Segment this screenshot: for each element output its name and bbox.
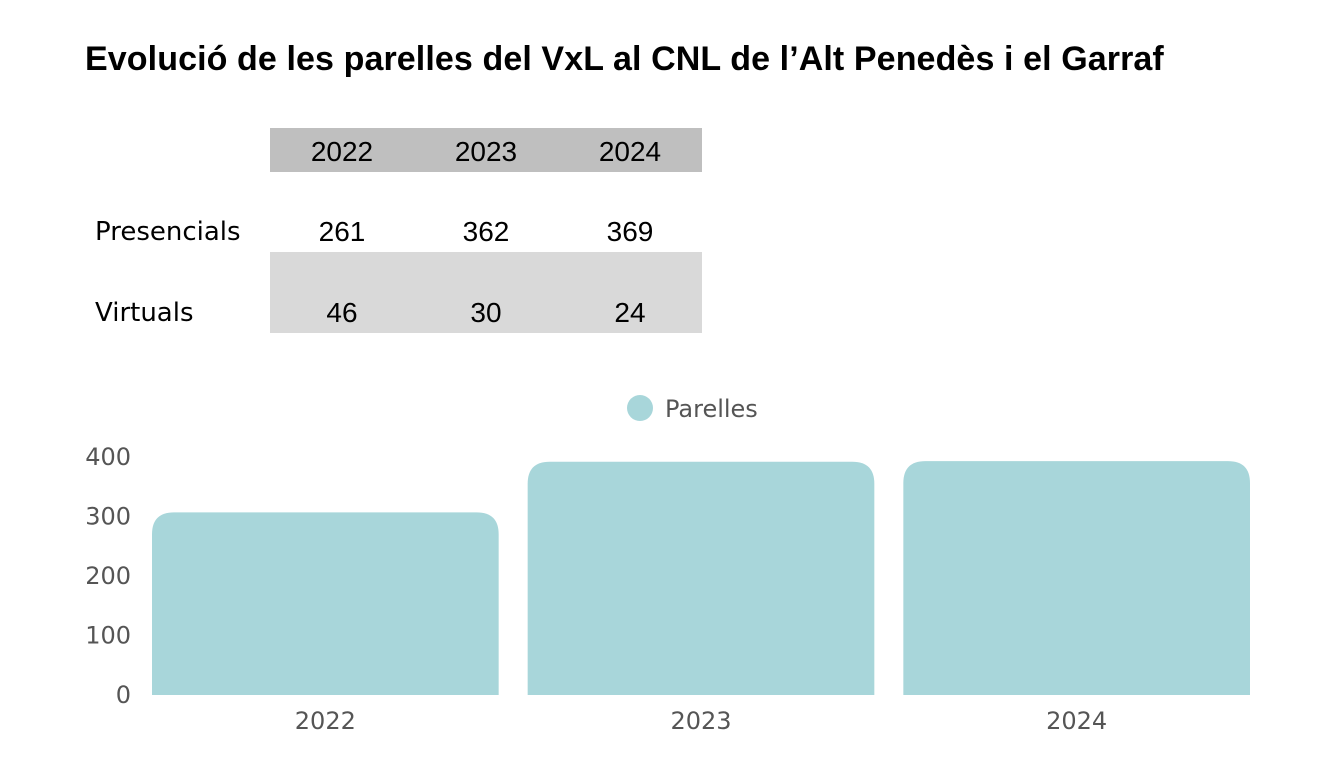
table-header-2022: 2022 [310,136,374,167]
table-cell: 30 [470,297,502,328]
y-tick-label: 200 [85,562,131,590]
x-axis: 2022 2023 2024 [295,707,1107,735]
bar-chart: Parelles 0 100 200 300 400 2022 2023 2024 [85,395,1250,735]
y-tick-label: 400 [85,443,131,471]
table-cell: 46 [326,297,358,328]
x-tick-label: 2023 [670,707,731,735]
table-cell: 24 [614,297,646,328]
table-cell: 369 [606,216,654,247]
table-header-background [270,128,702,172]
table-header-2023: 2023 [454,136,518,167]
table-cell: 362 [462,216,510,247]
y-axis: 0 100 200 300 400 [85,443,131,709]
chart-title: Evolució de les parelles del VxL al CNL … [85,40,1164,78]
y-tick-label: 300 [85,503,131,531]
bar-2022 [152,512,499,695]
bar-2024 [903,461,1250,695]
table-cell: 261 [318,216,366,247]
row-label-presencials: Presencials [95,217,241,247]
row-label-virtuals: Virtuals [95,298,194,328]
y-tick-label: 100 [85,622,131,650]
legend-swatch [627,395,653,421]
data-table: 2022 2023 2024 Presencials 261 362 369 V… [0,0,1330,360]
chart-legend: Parelles [627,395,758,423]
table-header-2024: 2024 [598,136,662,167]
table-virtuals-row-background [270,252,702,333]
x-tick-label: 2024 [1046,707,1107,735]
legend-label: Parelles [665,395,758,423]
bars [152,461,1250,695]
x-tick-label: 2022 [295,707,356,735]
bar-2023 [527,461,875,695]
y-tick-label: 0 [116,681,131,709]
